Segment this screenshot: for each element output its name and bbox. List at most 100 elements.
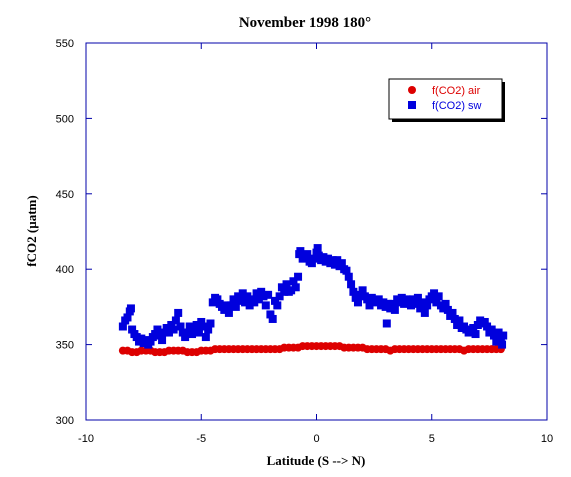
sw-point bbox=[487, 325, 496, 334]
sw-point bbox=[261, 301, 270, 310]
legend-marker-sw bbox=[408, 101, 416, 109]
sw-point bbox=[162, 324, 171, 333]
sw-point bbox=[441, 299, 450, 308]
sw-point bbox=[349, 287, 358, 296]
sw-point bbox=[407, 301, 416, 310]
sw-point bbox=[383, 299, 392, 308]
sw-point bbox=[356, 290, 365, 299]
sw-point bbox=[183, 328, 192, 337]
x-tick-label: 0 bbox=[313, 433, 319, 445]
sw-point bbox=[291, 283, 300, 292]
sw-point bbox=[264, 290, 273, 299]
y-tick-label: 500 bbox=[56, 113, 74, 125]
sw-point bbox=[416, 304, 425, 313]
sw-point bbox=[492, 337, 501, 346]
y-axis-label: fCO2 (µatm) bbox=[24, 195, 39, 266]
sw-point bbox=[363, 295, 372, 304]
sw-point bbox=[174, 308, 183, 317]
sw-point bbox=[448, 308, 457, 317]
sw-point bbox=[439, 304, 448, 313]
sw-point bbox=[294, 272, 303, 281]
sw-point bbox=[241, 298, 250, 307]
sw-point bbox=[123, 313, 132, 322]
sw-point bbox=[388, 299, 397, 308]
sw-point bbox=[118, 322, 127, 331]
x-tick-label: -5 bbox=[196, 433, 206, 445]
legend-marker-air bbox=[408, 86, 416, 94]
sw-point bbox=[185, 322, 194, 331]
sw-point bbox=[250, 298, 259, 307]
sw-point bbox=[287, 286, 296, 295]
sw-point bbox=[319, 253, 328, 262]
sw-point bbox=[201, 333, 210, 342]
sw-point bbox=[400, 299, 409, 308]
sw-point bbox=[257, 287, 266, 296]
sw-point bbox=[395, 298, 404, 307]
sw-point bbox=[277, 283, 286, 292]
sw-point bbox=[310, 254, 319, 263]
sw-point bbox=[328, 256, 337, 265]
sw-point bbox=[390, 305, 399, 314]
sw-point bbox=[194, 328, 203, 337]
sw-point bbox=[197, 317, 206, 326]
y-tick-label: 450 bbox=[56, 189, 74, 201]
sw-point bbox=[489, 331, 498, 340]
sw-point bbox=[190, 325, 199, 334]
sw-point bbox=[397, 293, 406, 302]
sw-point bbox=[382, 319, 391, 328]
sw-point bbox=[236, 296, 245, 305]
sw-point bbox=[473, 320, 482, 329]
y-tick-label: 300 bbox=[56, 415, 74, 427]
sw-point bbox=[213, 295, 222, 304]
sw-point bbox=[330, 260, 339, 269]
sw-point bbox=[229, 295, 238, 304]
chart-title: November 1998 180° bbox=[239, 15, 371, 31]
sw-point bbox=[344, 272, 353, 281]
legend: f(CO2) air f(CO2) sw bbox=[388, 78, 505, 122]
sw-point bbox=[268, 314, 277, 323]
sw-point bbox=[353, 298, 362, 307]
sw-point bbox=[141, 336, 150, 345]
sw-point bbox=[483, 322, 492, 331]
sw-point bbox=[155, 331, 164, 340]
sw-point bbox=[132, 333, 141, 342]
sw-point bbox=[275, 292, 284, 301]
sw-point bbox=[227, 301, 236, 310]
sw-point bbox=[254, 295, 263, 304]
sw-point bbox=[347, 280, 356, 289]
sw-point bbox=[296, 247, 305, 256]
sw-point bbox=[151, 330, 160, 339]
y-tick-label: 350 bbox=[56, 340, 74, 352]
sw-point bbox=[169, 325, 178, 334]
sw-point bbox=[289, 277, 298, 286]
sw-point bbox=[450, 314, 459, 323]
sw-point bbox=[434, 292, 443, 301]
sw-point bbox=[443, 305, 452, 314]
sw-point bbox=[303, 250, 312, 259]
x-tick-label: 5 bbox=[429, 433, 435, 445]
sw-point bbox=[167, 320, 176, 329]
sw-point bbox=[208, 298, 217, 307]
sw-point bbox=[259, 292, 268, 301]
sw-point bbox=[164, 328, 173, 337]
sw-point bbox=[181, 333, 190, 342]
sw-point bbox=[307, 259, 316, 268]
sw-point bbox=[137, 334, 146, 343]
sw-point bbox=[224, 308, 233, 317]
sw-point bbox=[171, 316, 180, 325]
sw-point bbox=[243, 292, 252, 301]
sw-point bbox=[324, 254, 333, 263]
sw-point bbox=[238, 289, 247, 298]
sw-point bbox=[280, 287, 289, 296]
legend-shadow-bottom bbox=[392, 119, 505, 122]
sw-point bbox=[494, 328, 503, 337]
sw-point bbox=[420, 308, 429, 317]
sw-point bbox=[158, 336, 167, 345]
sw-point bbox=[204, 325, 213, 334]
sw-point bbox=[386, 304, 395, 313]
sw-point bbox=[176, 322, 185, 331]
legend-label-sw: f(CO2) sw bbox=[432, 100, 482, 112]
sw-point bbox=[411, 299, 420, 308]
data-markers bbox=[118, 244, 508, 357]
legend-label-air: f(CO2) air bbox=[432, 85, 481, 97]
